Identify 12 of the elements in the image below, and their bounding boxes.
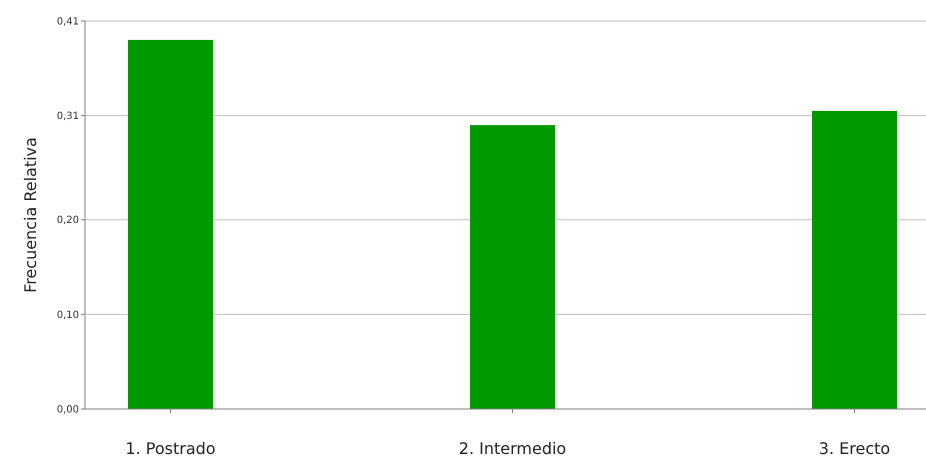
y-tick-label: 0,20 [56,215,79,226]
x-tick-label: 1. Postrado [125,439,216,458]
y-tick-label: 0,31 [56,111,79,122]
bar [812,110,897,409]
bar [470,125,555,409]
x-tick-label: 3. Erecto [818,439,890,458]
y-tick-label: 0,00 [56,404,79,416]
y-tick-label: 0,41 [56,16,79,28]
y-axis-title: Frecuencia Relativa [21,137,40,293]
y-tick-label: 0,10 [56,310,79,321]
bar [128,40,213,409]
x-tick-label: 2. Intermedio [458,439,566,458]
